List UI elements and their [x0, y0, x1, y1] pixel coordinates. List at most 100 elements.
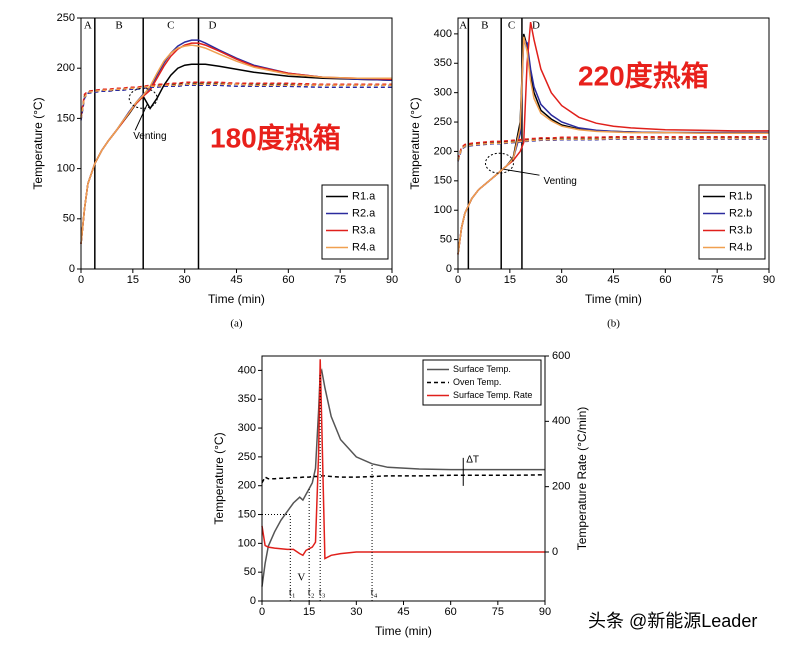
series-line: [457, 135, 769, 160]
series-line: [261, 359, 545, 560]
legend-label: R4.b: [729, 241, 752, 253]
y2-tick-label: 0: [552, 546, 558, 558]
y-tick-label: 100: [238, 537, 256, 549]
x-tick-label: 60: [659, 274, 671, 286]
x-tick-label: 30: [350, 606, 362, 618]
y-tick-label: 150: [238, 508, 256, 520]
venting-arrow: [503, 168, 540, 176]
annotation: V: [297, 571, 305, 583]
series-line: [80, 81, 392, 117]
y-tick-label: 100: [434, 204, 452, 216]
phase-label: B: [481, 20, 488, 32]
y-tick-label: 200: [57, 62, 75, 74]
y-tick-label: 400: [238, 364, 256, 376]
phase-label: C: [508, 20, 515, 32]
annotation: Venting: [133, 131, 166, 142]
y-axis-label: Temperature (°C): [408, 97, 422, 189]
series-line: [80, 84, 392, 121]
y-tick-label: 100: [57, 163, 75, 175]
legend-box: [698, 184, 766, 260]
x-tick-label: 90: [539, 606, 551, 618]
y-tick-label: 350: [238, 393, 256, 405]
y-tick-label: 350: [434, 57, 452, 69]
y-tick-label: 50: [440, 234, 452, 246]
y-tick-label: 400: [434, 28, 452, 40]
x-tick-label: 60: [445, 606, 457, 618]
x-tick-label: 30: [556, 274, 568, 286]
series-line: [80, 83, 392, 119]
phase-label: D: [209, 20, 217, 32]
x-axis-label: Time (min): [375, 624, 432, 638]
series-line: [457, 36, 769, 255]
x-axis-label: Time (min): [585, 292, 642, 306]
legend-label: Surface Temp.: [453, 364, 511, 374]
marker-label: t₂: [308, 587, 315, 599]
x-tick-label: 45: [397, 606, 409, 618]
y2-tick-label: 200: [552, 481, 570, 493]
legend-label: R1.b: [729, 190, 752, 202]
legend-box: [321, 184, 389, 260]
caption: (a): [230, 318, 243, 330]
x-tick-label: 0: [78, 274, 84, 286]
legend-label: R3.a: [352, 224, 376, 236]
legend-label: Oven Temp.: [453, 377, 501, 387]
legend-label: R2.a: [352, 207, 376, 219]
annotation: Venting: [543, 176, 576, 187]
legend-label: R4.a: [352, 241, 376, 253]
y-tick-label: 50: [244, 566, 256, 578]
y-axis-label: Temperature (°C): [31, 97, 45, 189]
phase-label: B: [115, 20, 122, 32]
plot-frame: [80, 17, 393, 270]
x-tick-label: 15: [303, 606, 315, 618]
x-tick-label: 75: [334, 274, 346, 286]
y-tick-label: 300: [238, 422, 256, 434]
y-tick-label: 250: [238, 451, 256, 463]
legend-label: Surface Temp. Rate: [453, 390, 532, 400]
marker-label: t₄: [371, 587, 378, 599]
marker-label: t₁: [289, 587, 296, 599]
x-tick-label: 0: [455, 274, 461, 286]
y-tick-label: 0: [69, 263, 75, 275]
caption: (b): [607, 318, 620, 330]
y-tick-label: 200: [238, 480, 256, 492]
note: 220度热箱: [578, 59, 709, 91]
y-tick-label: 0: [250, 595, 256, 607]
annotation: ΔT: [466, 455, 479, 466]
marker-label: t₃: [319, 587, 326, 599]
phase-label: D: [532, 20, 540, 32]
x-tick-label: 90: [386, 274, 398, 286]
phase-label: A: [84, 20, 92, 32]
venting-arrow: [134, 104, 148, 131]
x-axis-label: Time (min): [208, 292, 265, 306]
x-tick-label: 45: [230, 274, 242, 286]
legend-label: R1.a: [352, 190, 376, 202]
watermark: 头条 @新能源Leader: [588, 611, 757, 631]
venting-circle: [484, 152, 514, 174]
x-tick-label: 15: [504, 274, 516, 286]
series-line: [80, 44, 392, 244]
y-tick-label: 200: [434, 145, 452, 157]
x-tick-label: 90: [763, 274, 775, 286]
venting-circle: [128, 87, 158, 109]
y-tick-label: 50: [63, 213, 75, 225]
y-tick-label: 150: [434, 175, 452, 187]
legend-label: R2.b: [729, 207, 752, 219]
y-tick-label: 150: [57, 112, 75, 124]
x-tick-label: 15: [127, 274, 139, 286]
legend-label: R3.b: [729, 224, 752, 236]
y-tick-label: 0: [446, 263, 452, 275]
series-line: [261, 474, 546, 484]
y-tick-label: 250: [57, 12, 75, 24]
series-line: [457, 137, 769, 162]
x-tick-label: 45: [607, 274, 619, 286]
x-tick-label: 30: [179, 274, 191, 286]
y-tick-label: 250: [434, 116, 452, 128]
x-tick-label: 0: [259, 606, 265, 618]
y2-tick-label: 400: [552, 415, 570, 427]
x-tick-label: 75: [492, 606, 504, 618]
x-tick-label: 75: [711, 274, 723, 286]
note: 180度热箱: [210, 121, 341, 153]
x-tick-label: 60: [282, 274, 294, 286]
